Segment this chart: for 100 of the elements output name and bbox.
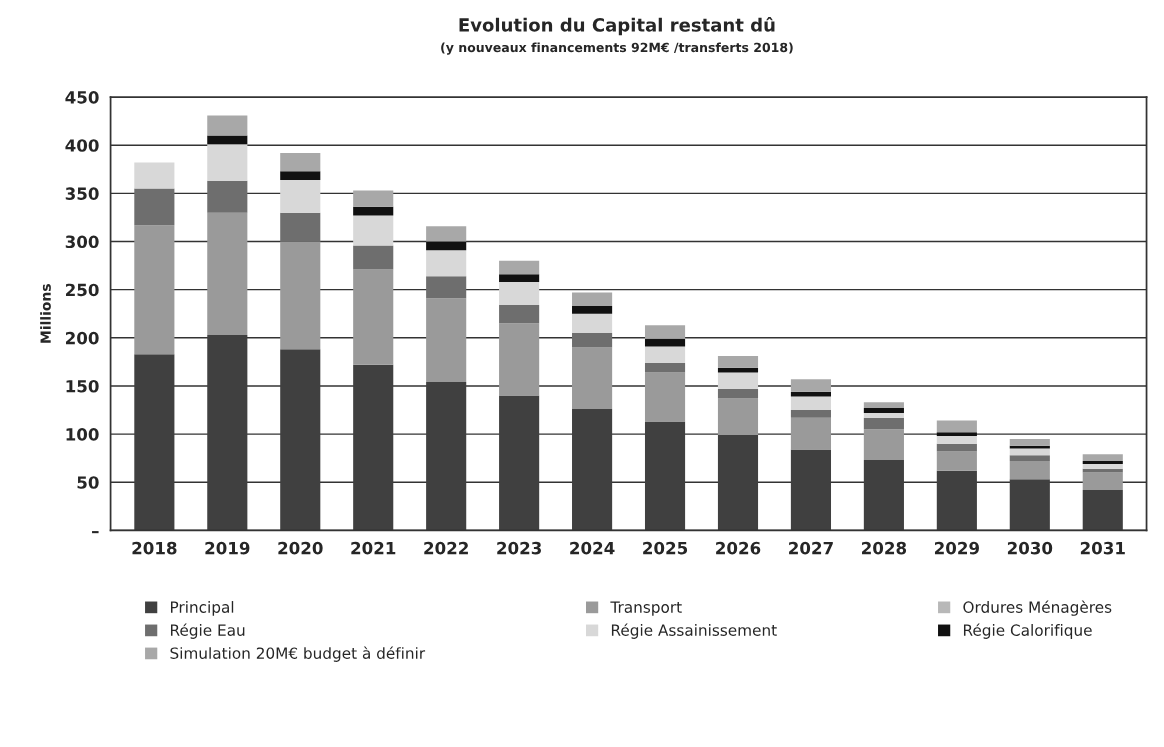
bar [644, 338, 686, 347]
x-tick-label: 2029 [934, 541, 979, 555]
bar [1009, 479, 1050, 531]
bar [499, 323, 540, 396]
bar [572, 306, 613, 314]
bar [1009, 461, 1050, 480]
y-tick-label: 200 [66, 331, 99, 345]
bar [572, 333, 613, 348]
bar [499, 395, 540, 531]
bar [499, 260, 540, 275]
bar [1082, 461, 1123, 464]
y-tick-label: 450 [65, 91, 99, 104]
bar [207, 334, 248, 531]
x-tick-label: 2025 [643, 541, 688, 555]
bar [863, 429, 904, 461]
bar [717, 435, 759, 531]
bar [717, 398, 759, 436]
bar [499, 274, 540, 282]
x-tick-label: 2026 [716, 541, 761, 555]
bar [426, 298, 467, 383]
bar [207, 212, 248, 335]
bar [936, 443, 977, 452]
bar [717, 372, 759, 389]
bar [717, 388, 759, 399]
bar [353, 364, 394, 531]
bar [936, 432, 977, 437]
chart-subtitle: (y nouveaux financements 92M€ /transferts 2018) [441, 42, 793, 55]
bar [863, 417, 904, 430]
bar [426, 250, 467, 277]
bar [863, 412, 904, 418]
bar [717, 356, 759, 368]
bar [353, 245, 394, 270]
bar [280, 179, 321, 213]
y-axis-title: Millions [40, 284, 51, 343]
x-tick-label: 2021 [351, 541, 396, 555]
bar [134, 354, 175, 531]
y-tick-label: 400 [65, 139, 99, 152]
bar [644, 421, 686, 531]
y-tick-label: 350 [65, 187, 99, 200]
x-tick-label: 2028 [862, 541, 907, 555]
x-tick-label: 2030 [1007, 541, 1053, 555]
bar [863, 408, 904, 413]
bar [936, 436, 977, 444]
bar [1082, 472, 1123, 490]
bar [644, 372, 686, 422]
bar [790, 391, 832, 397]
bar [426, 241, 467, 251]
bar [280, 212, 321, 242]
bar [644, 325, 686, 339]
bar [207, 135, 248, 145]
bar [863, 402, 904, 409]
bar [644, 362, 686, 373]
bar [499, 305, 540, 324]
bar [936, 420, 977, 433]
chart-title: Evolution du Capital restant dû [459, 17, 775, 36]
bar [280, 171, 321, 180]
bar [207, 144, 248, 181]
bar [134, 188, 175, 226]
bar [572, 409, 613, 531]
bar [280, 349, 321, 531]
y-tick-label: 50 [77, 476, 99, 489]
bar [426, 382, 467, 531]
legend-label: Principal [170, 601, 234, 616]
bar [936, 470, 977, 531]
bar [936, 451, 977, 471]
bar [134, 225, 175, 355]
legend-label: Régie Eau [170, 623, 245, 639]
bar [790, 379, 832, 392]
bar [572, 347, 613, 410]
bar [280, 241, 321, 350]
bar [499, 281, 540, 306]
bar [1009, 455, 1050, 462]
bar [644, 346, 686, 363]
x-tick-label: 2019 [205, 541, 250, 555]
bar [790, 449, 832, 531]
x-tick-label: 2020 [278, 541, 323, 555]
bar [1082, 489, 1123, 531]
legend-label: Régie Calorifique [963, 623, 1092, 639]
bar [207, 180, 248, 213]
bar [1009, 445, 1050, 449]
legend-label: Ordures Ménagères [963, 600, 1112, 616]
bar [353, 269, 394, 365]
bar [1082, 454, 1123, 462]
legend-label: Régie Assainissement [611, 623, 777, 639]
bar [207, 115, 248, 136]
bar [353, 190, 394, 207]
bar [426, 226, 467, 242]
bar [353, 215, 394, 246]
x-tick-label: 2024 [570, 541, 615, 555]
bar [572, 292, 613, 307]
bar [1082, 463, 1123, 469]
y-tick-label: 150 [66, 379, 99, 393]
bar [863, 460, 904, 531]
bar [790, 410, 832, 418]
x-tick-label: 2022 [424, 541, 468, 555]
x-tick-label: 2031 [1080, 541, 1125, 555]
bar [1009, 438, 1050, 446]
bar [790, 396, 832, 411]
bar [572, 313, 613, 333]
bar [1082, 468, 1123, 473]
